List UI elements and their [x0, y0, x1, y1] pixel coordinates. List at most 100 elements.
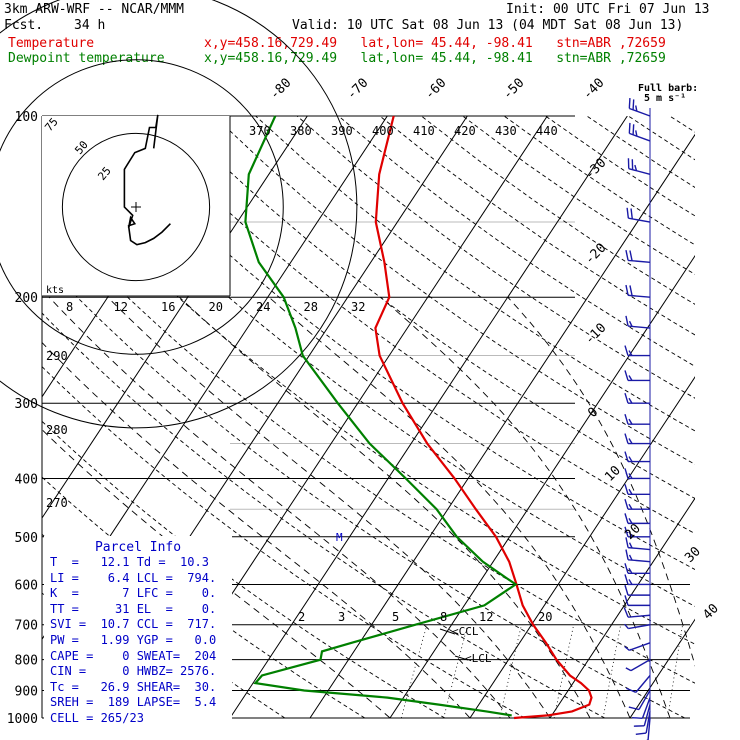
temperature-label: -70 [344, 76, 371, 103]
wind-barb [624, 642, 651, 651]
barb-flag [629, 285, 633, 296]
barb-staff [645, 711, 651, 734]
hodograph-trace [123, 114, 171, 246]
wind-barb [624, 370, 650, 382]
temperature-label: -20 [582, 241, 609, 268]
isotherm [629, 618, 695, 718]
dry-adiabat [42, 259, 686, 718]
dry-adiabat [462, 116, 695, 275]
parcel-info-row: CIN = 0 HWBZ= 2576. [50, 664, 217, 679]
theta-label: 430 [495, 124, 517, 138]
barb-flag [624, 468, 629, 479]
wind-barb [624, 468, 650, 480]
wind-barb [624, 563, 650, 575]
isotherm [42, 116, 308, 519]
lcl-pointer [454, 655, 469, 661]
wind-barb [623, 623, 651, 630]
barb-title: Full barb: [638, 83, 699, 94]
ccl-label: <CCL [452, 625, 479, 638]
wind-barb [624, 393, 650, 404]
mixing-ratio-line [400, 624, 428, 718]
temperature-legend-label: Temperature [8, 36, 95, 51]
speed-axis-label: 32 [351, 300, 365, 314]
dry-adiabat [131, 116, 695, 535]
isotherm [469, 376, 695, 718]
dewpoint-profile [244, 115, 518, 717]
pressure-label: 400 [15, 472, 38, 487]
temperature-label: -50 [500, 76, 527, 103]
parcel-info-row: T = 12.1 Td = 10.3 [50, 555, 209, 569]
mixing-ratio-label: 12 [479, 610, 493, 624]
barb-flag [624, 646, 630, 651]
barb-flag [628, 567, 633, 574]
wind-barb [625, 549, 651, 563]
wind-barb [633, 704, 651, 727]
barb-flag [628, 438, 633, 444]
hodograph-ring [61, 132, 211, 282]
barb-flag [629, 250, 633, 261]
barb-staff [638, 690, 651, 710]
barb-flag [628, 98, 631, 109]
pressure-label: 600 [15, 578, 38, 593]
barb-flag [624, 513, 629, 524]
sounding-profiles: <CCL <LCL M [244, 115, 593, 720]
moist-adiabat [380, 296, 671, 718]
parcel-info-row: CELL = 265/23 [50, 710, 144, 725]
barb-flag [624, 433, 629, 444]
temperature-label: -80 [267, 76, 294, 103]
barb-staff [647, 717, 651, 740]
wind-barb [632, 697, 651, 719]
temperature-label: 30 [682, 544, 704, 566]
barb-flag [624, 484, 629, 495]
barb-flag [635, 105, 638, 112]
moist-adiabat [42, 429, 391, 718]
barb-flag [623, 607, 629, 618]
barb-flag [623, 623, 629, 630]
hodograph-ring [0, 0, 358, 429]
parcel-info-panel: Parcel Info T = 12.1 Td = 10.3 LI = 6.4 L… [44, 536, 232, 732]
barb-flag [628, 375, 633, 381]
mixing-ratio-label: 20 [538, 610, 552, 624]
speed-axis-label: 12 [114, 300, 128, 314]
wind-barb [625, 284, 651, 298]
pressure-label: 200 [15, 291, 38, 306]
speed-axis-label: 24 [256, 300, 270, 314]
wind-barb [625, 675, 651, 694]
dry-adiabat [503, 116, 695, 246]
barb-flag [624, 413, 629, 425]
dry-adiabat [42, 366, 526, 718]
barb-flag [628, 122, 631, 134]
moist-adiabat [107, 296, 551, 718]
barb-flag [628, 488, 633, 495]
barb-flag [624, 345, 629, 356]
parcel-info-row: PW = 1.99 YGP = 0.0 [50, 632, 217, 647]
wind-barb [624, 413, 650, 425]
barb-flag [624, 584, 629, 596]
pressure-label: 900 [15, 684, 38, 699]
barb-flag [628, 579, 633, 585]
temperature-label: 10 [602, 463, 624, 485]
barb-staff [628, 624, 651, 630]
speed-axis-label: 8 [66, 300, 73, 314]
mixing-ratio-label: 3 [338, 610, 345, 624]
moist-adiabats [42, 296, 695, 718]
wind-barb [624, 451, 650, 463]
parcel-info-row: TT = 31 EL = 0. [50, 601, 217, 616]
pressure-label: 100 [15, 110, 38, 125]
hodograph-ring [0, 59, 284, 355]
moist-adiabat [507, 296, 695, 667]
theta-label: 380 [290, 124, 312, 138]
wind-barb [624, 484, 650, 495]
dry-adiabat [379, 116, 695, 336]
dewpoint-legend-label: Dewpoint temperature [8, 51, 165, 66]
wind-barb [626, 207, 651, 223]
barb-flag [632, 124, 635, 135]
speed-axis-label: 20 [209, 300, 223, 314]
dry-adiabat [172, 116, 695, 500]
wind-barb [625, 659, 651, 672]
theta-label: 290 [46, 349, 68, 363]
moist-adiabat [268, 296, 631, 718]
temperature-profile [374, 115, 593, 720]
dry-adiabat [89, 116, 695, 571]
isotherm [309, 133, 695, 718]
